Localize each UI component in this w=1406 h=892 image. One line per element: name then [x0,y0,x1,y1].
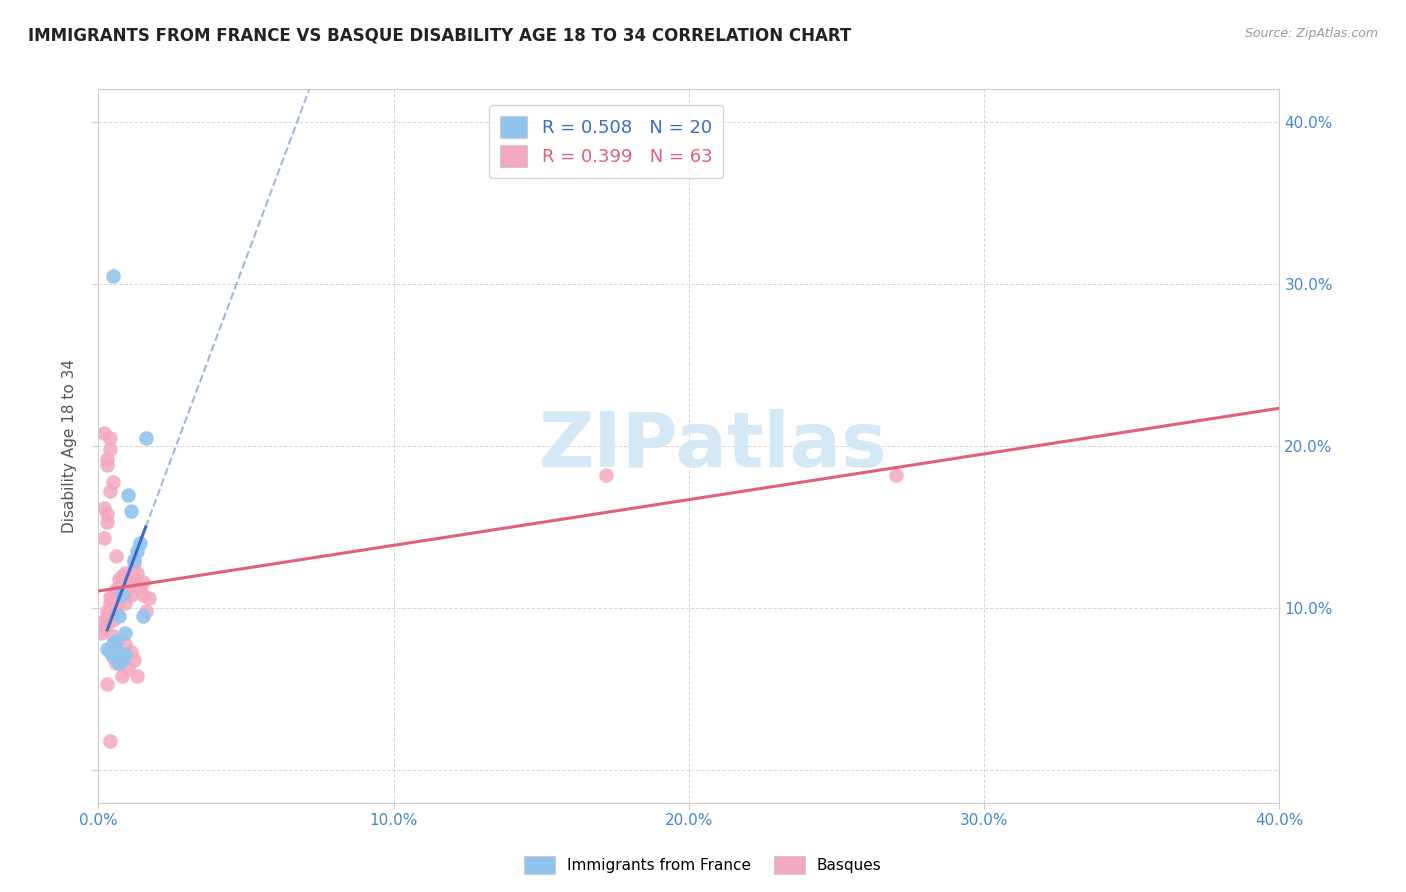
Point [108,657,131,671]
Point [98,431,121,445]
Point [114,585,136,599]
Point [122,653,145,667]
Point [96,604,118,618]
Point [132,575,155,590]
Point [103,475,125,489]
Point [105,643,128,657]
Point [90,625,112,640]
Point [103,591,125,606]
Point [96,617,118,632]
Point [96,515,118,529]
Point [114,566,136,580]
Point [120,645,142,659]
Legend: Immigrants from France, Basques: Immigrants from France, Basques [519,850,887,880]
Point [117,488,139,502]
Point [132,609,155,624]
Point [98,734,121,748]
Point [117,572,139,586]
Text: IMMIGRANTS FROM FRANCE VS BASQUE DISABILITY AGE 18 TO 34 CORRELATION CHART: IMMIGRANTS FROM FRANCE VS BASQUE DISABIL… [28,27,852,45]
Point [103,637,125,651]
Point [120,504,142,518]
Point [120,588,142,602]
Point [93,621,115,635]
Point [114,637,136,651]
Point [105,588,128,602]
Point [98,596,121,610]
Point [128,536,150,550]
Point [96,458,118,473]
Point [125,669,148,683]
Point [114,596,136,610]
Text: ZIPatlas: ZIPatlas [538,409,887,483]
Point [98,484,121,499]
Point [114,572,136,586]
Point [93,614,115,628]
Point [120,577,142,591]
Point [108,582,131,596]
Point [96,641,118,656]
Point [96,609,118,624]
Point [108,609,131,624]
Point [103,629,125,643]
Point [125,566,148,580]
Y-axis label: Disability Age 18 to 34: Disability Age 18 to 34 [62,359,77,533]
Point [111,575,134,590]
Point [135,604,157,618]
Point [105,633,128,648]
Point [122,556,145,570]
Legend: R = 0.508   N = 20, R = 0.399   N = 63: R = 0.508 N = 20, R = 0.399 N = 63 [489,105,723,178]
Point [108,591,131,606]
Point [595,468,617,483]
Point [105,582,128,596]
Point [128,580,150,594]
Point [111,588,134,602]
Point [108,572,131,586]
Point [105,657,128,671]
Point [93,425,115,440]
Point [98,645,121,659]
Point [96,677,118,691]
Point [98,442,121,457]
Point [114,625,136,640]
Point [108,649,131,664]
Point [105,604,128,618]
Point [103,649,125,664]
Point [135,431,157,445]
Point [122,572,145,586]
Point [117,582,139,596]
Point [111,585,134,599]
Point [117,661,139,675]
Point [103,268,125,283]
Point [93,532,115,546]
Text: Source: ZipAtlas.com: Source: ZipAtlas.com [1244,27,1378,40]
Point [111,653,134,667]
Point [114,647,136,661]
Point [103,613,125,627]
Point [96,507,118,521]
Point [103,601,125,615]
Point [132,588,155,602]
Point [108,596,131,610]
Point [125,544,148,558]
Point [93,500,115,515]
Point [96,452,118,467]
Point [98,604,121,618]
Point [111,669,134,683]
Point [138,591,160,606]
Point [884,468,907,483]
Point [98,590,121,604]
Point [122,552,145,566]
Point [111,568,134,582]
Point [105,549,128,564]
